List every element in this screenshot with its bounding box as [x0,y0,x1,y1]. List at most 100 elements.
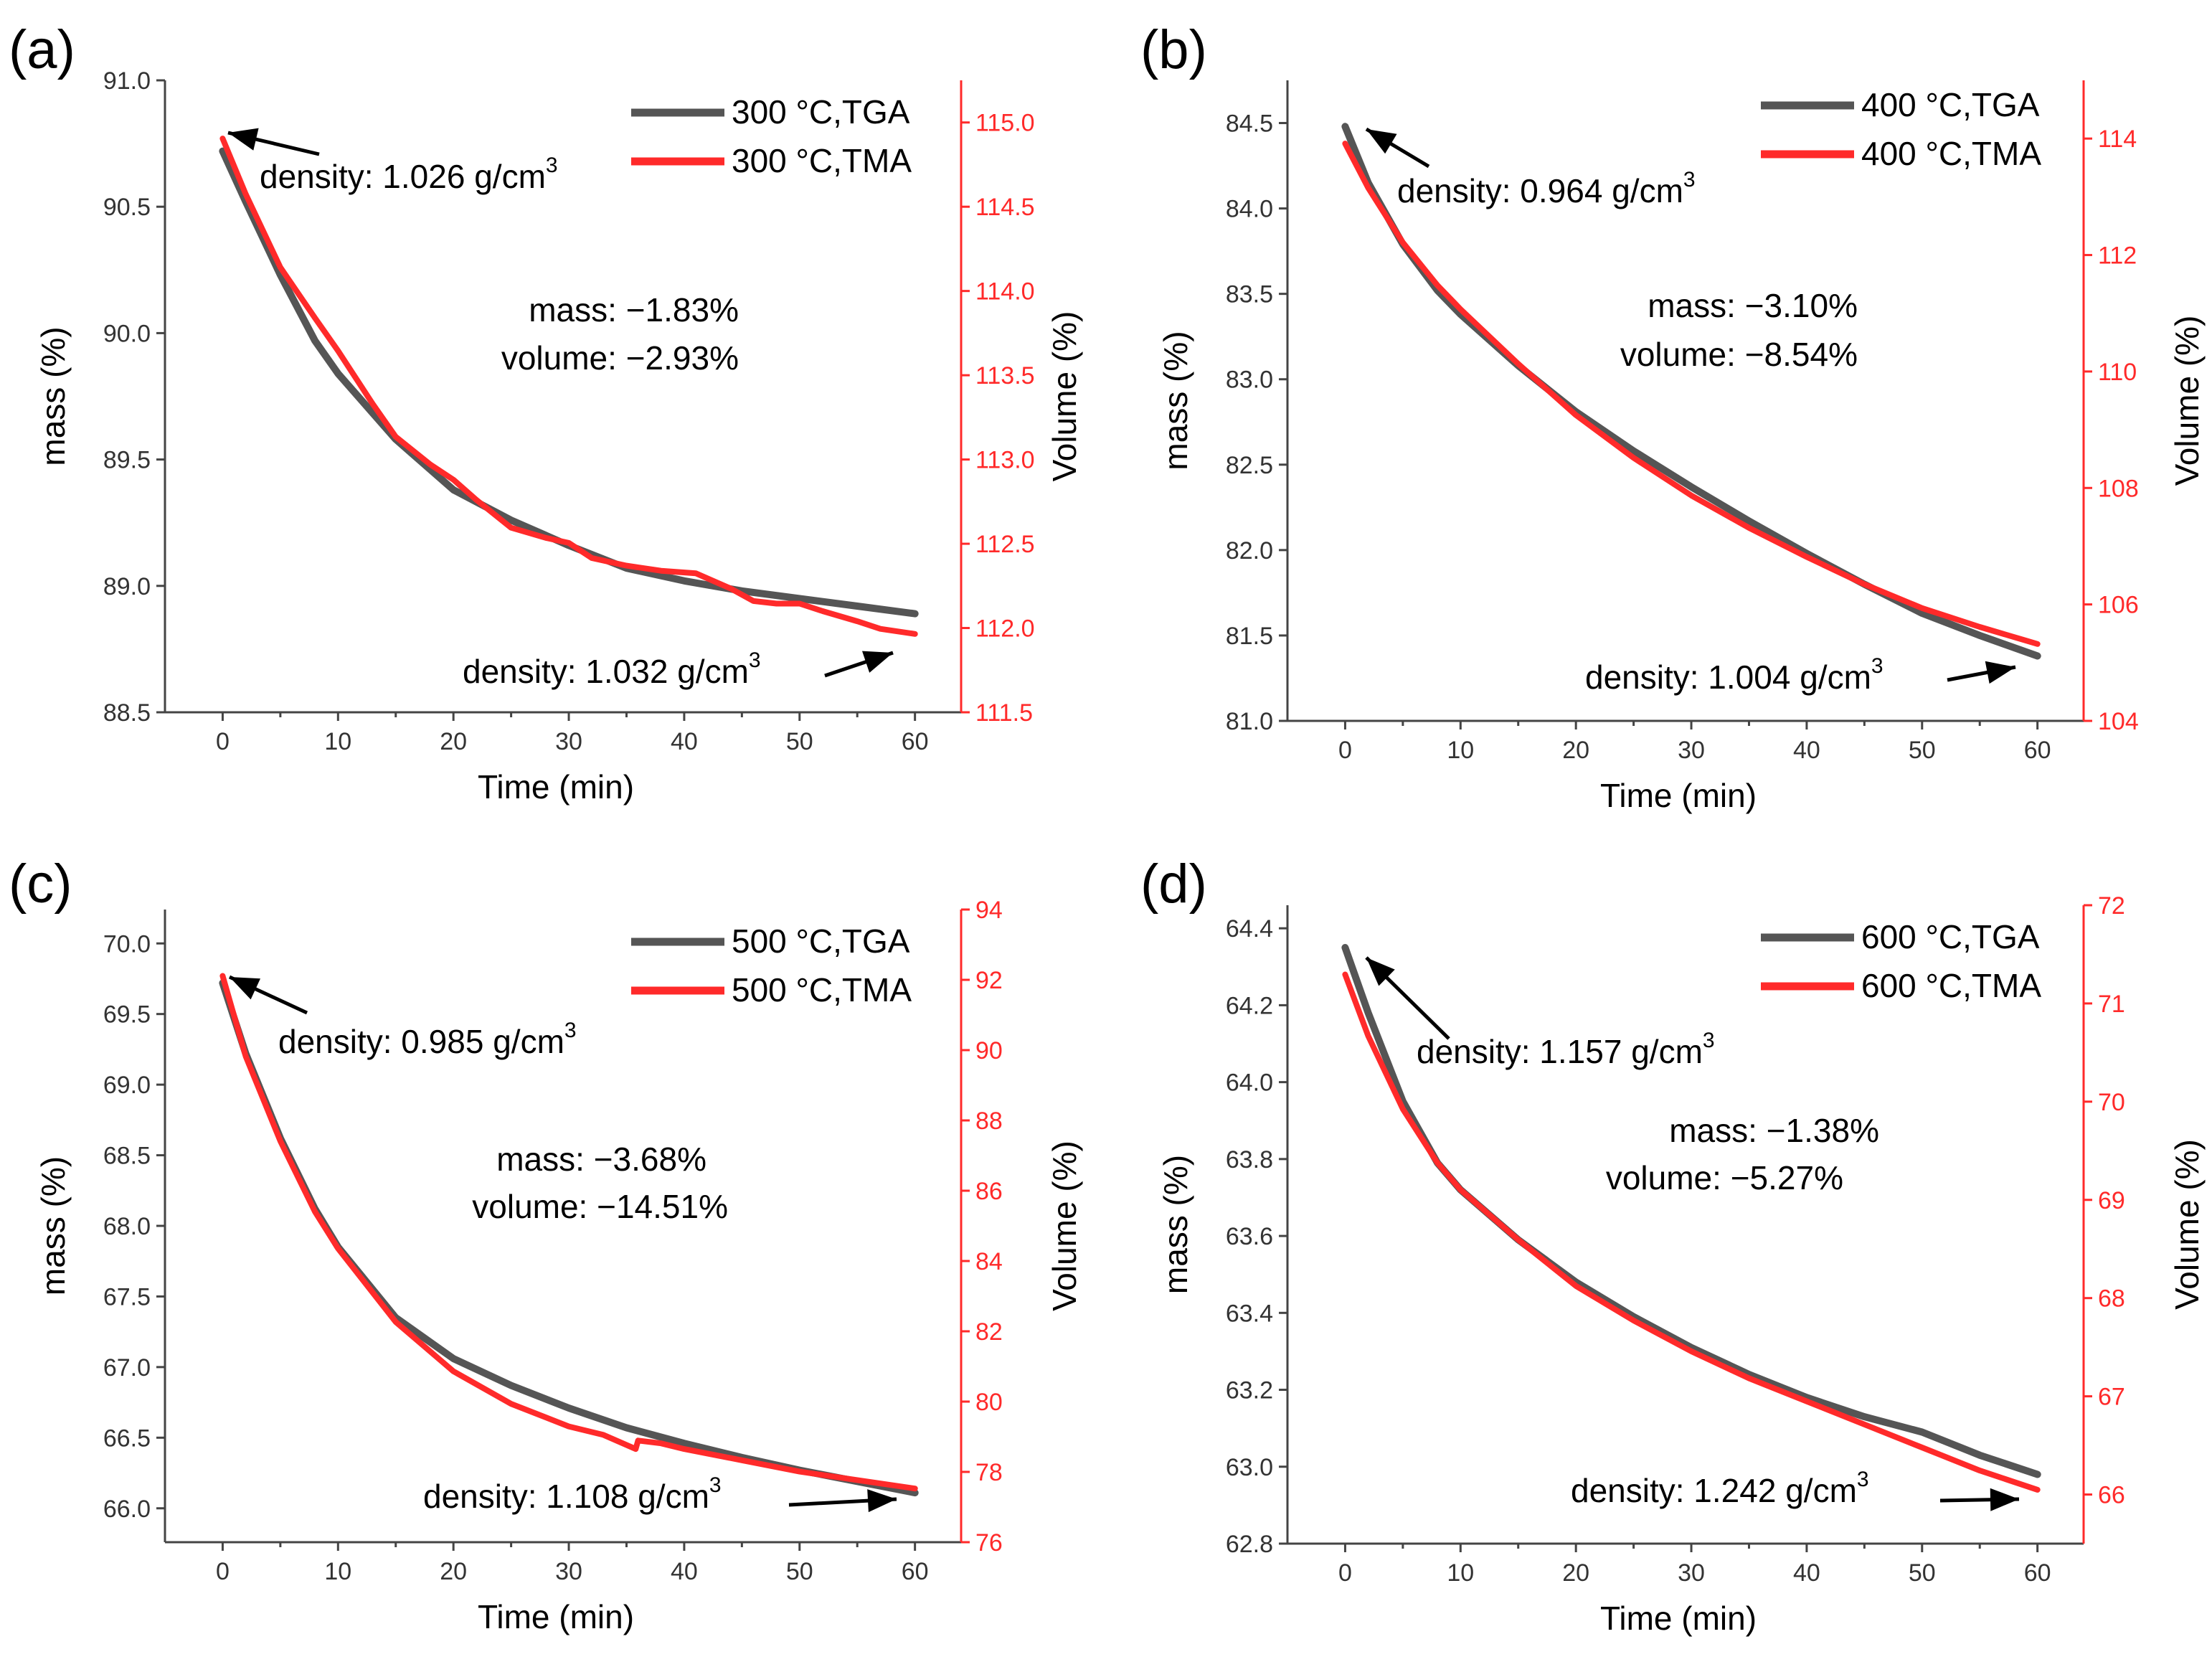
start-density-annotation: density: 1.026 g/cm3 [260,154,558,195]
density-text: density: 1.157 g/cm [1417,1033,1703,1070]
mass-change-annotation: mass: −1.83% [529,291,739,329]
y2-tick-label: 114 [2098,126,2137,153]
superscript-3: 3 [546,154,558,177]
y2-tick-label: 66 [2098,1482,2125,1509]
y2-tick-label: 114.0 [975,278,1035,306]
y2-tick-label: 88 [975,1108,1003,1135]
x-tick-label: 20 [1562,1559,1589,1587]
chart-panel-d: (d) 0 10 20 30 40 50 60 62.8 63.0 63.2 63.4 63.6 63.8… [1140,854,2206,1637]
y2-axis-title: Volume (%) [2168,316,2206,486]
legend-label: 300 °C,TGA [732,93,910,131]
y2-tick-label: 78 [975,1459,1003,1486]
y-tick-label: 84.0 [1226,196,1273,223]
start-arrow-head [228,128,259,151]
x-tick-label: 60 [902,728,929,755]
y-tick-label: 90.5 [103,194,151,221]
x-tick-label: 60 [2024,737,2051,764]
tga-series-line [219,147,919,618]
y-tick-label: 64.4 [1226,915,1273,943]
start-arrow-head [1366,129,1397,154]
y-tick-label: 63.4 [1226,1300,1273,1327]
y2-axis-title: Volume (%) [2168,1139,2206,1310]
x-tick-label: 10 [1447,1559,1474,1587]
y2-tick-label: 111.5 [975,699,1033,727]
legend-label: 600 °C,TMA [1861,967,2041,1004]
y-tick-label: 67.5 [103,1283,151,1311]
density-text: density: 1.108 g/cm [423,1478,709,1515]
y2-tick-label: 70 [2098,1089,2125,1116]
mass-change-annotation: mass: −1.38% [1669,1112,1879,1149]
y-tick-label: 82.5 [1226,452,1273,479]
panel-label: (b) [1140,19,1207,80]
x-tick-label: 50 [786,728,813,755]
end-arrow-head [867,1489,897,1513]
y2-tick-label: 112.0 [975,615,1035,643]
y-tick-label: 70.0 [103,930,151,958]
y-tick-label: 66.0 [103,1496,151,1523]
panel-label: (c) [9,854,72,915]
x-tick-label: 20 [1562,737,1589,764]
superscript-3: 3 [749,648,761,672]
y-tick-label: 83.5 [1226,281,1273,308]
x-tick-label: 40 [1793,737,1820,764]
y-tick-label: 81.0 [1226,708,1273,735]
x-tick-label: 60 [2024,1559,2051,1587]
tma-series-line [219,973,918,1492]
start-arrow-head [230,977,261,1000]
y-tick-label: 89.0 [103,573,151,600]
mass-change-annotation: mass: −3.10% [1648,287,1858,324]
panel-label: (a) [9,19,75,80]
y2-tick-label: 113.0 [975,447,1035,474]
x-tick-label: 20 [440,1558,467,1585]
x-tick-label: 30 [1678,737,1705,764]
x-tick-label: 0 [216,1558,230,1585]
legend-label: 400 °C,TGA [1861,86,2040,123]
y-tick-label: 69.0 [103,1072,151,1099]
x-axis-title: Time (min) [478,768,634,806]
y2-tick-label: 71 [2098,991,2125,1018]
y2-tick-label: 114.5 [975,194,1035,221]
end-arrow-head [1990,1488,2019,1511]
y2-tick-label: 112.5 [975,531,1035,558]
volume-change-annotation: volume: −2.93% [501,339,739,377]
density-text: density: 1.004 g/cm [1585,658,1871,696]
x-axis-title: Time (min) [1600,777,1757,814]
y-tick-label: 64.0 [1226,1069,1273,1097]
y2-tick-label: 92 [975,967,1003,994]
y-tick-label: 89.5 [103,447,151,474]
x-tick-label: 50 [786,1558,813,1585]
y-tick-label: 84.5 [1226,110,1273,138]
y-tick-label: 63.0 [1226,1454,1273,1481]
x-tick-label: 0 [1338,1559,1352,1587]
density-text: density: 1.032 g/cm [463,653,749,690]
end-density-annotation: density: 1.032 g/cm3 [463,648,761,690]
x-tick-label: 40 [671,728,698,755]
y2-tick-label: 112 [2098,242,2137,270]
x-axis-title: Time (min) [1600,1600,1757,1637]
chart-panel-a: (a) 0 10 20 30 40 50 60 88.5 89.0 89.5 90.0 90.5 91.0… [9,19,1083,806]
y2-tick-label: 94 [975,897,1003,924]
y-tick-label: 82.0 [1226,537,1273,565]
legend-label: 500 °C,TGA [732,922,910,960]
panel-label: (d) [1140,854,1207,915]
y2-tick-label: 69 [2098,1187,2125,1214]
density-text: density: 0.964 g/cm [1397,172,1683,209]
start-density-annotation: density: 0.964 g/cm3 [1397,168,1696,209]
y-tick-label: 63.2 [1226,1377,1273,1404]
y2-tick-label: 80 [975,1389,1003,1416]
y2-axis-title: Volume (%) [1046,1141,1083,1311]
y2-tick-label: 104 [2098,708,2139,735]
y-tick-label: 81.5 [1226,623,1273,650]
start-arrow-head [1366,958,1395,986]
y2-tick-label: 108 [2098,475,2139,502]
y-tick-label: 66.5 [103,1425,151,1452]
y-axis-title: mass (%) [34,1156,72,1295]
x-tick-label: 50 [1909,1559,1936,1587]
superscript-3: 3 [1703,1029,1715,1052]
y2-tick-label: 82 [975,1318,1003,1346]
y-tick-label: 68.5 [103,1143,151,1170]
y2-tick-label: 67 [2098,1384,2125,1411]
y2-tick-label: 68 [2098,1285,2125,1313]
chart-panel-b: (b) 0 10 20 30 40 50 60 81.0 81.5 82.0 82.5 83.0 83.5… [1140,19,2206,814]
